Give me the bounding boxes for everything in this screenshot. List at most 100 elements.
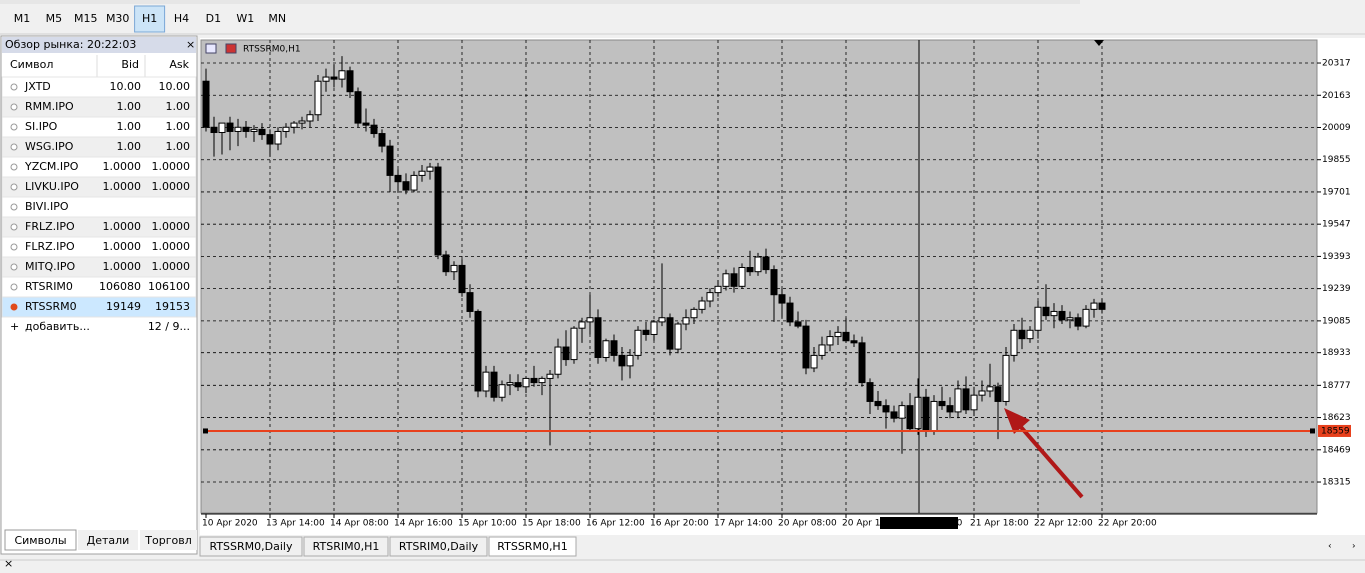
timeframe-label[interactable]: H4 — [174, 12, 189, 25]
symbol-icon — [10, 283, 18, 291]
timeframe-button[interactable] — [230, 6, 261, 32]
candle-body — [458, 264, 466, 294]
y-tick-label: 19239 — [1322, 284, 1351, 294]
arrow — [1018, 424, 1084, 499]
ask: 1.0000 — [152, 160, 191, 173]
candle-body — [514, 382, 522, 388]
y-tick-label: 19393 — [1322, 252, 1351, 262]
candle-body — [634, 329, 642, 356]
timeframe-button[interactable] — [102, 6, 133, 32]
timeframe-button[interactable] — [198, 6, 229, 32]
candle-body — [674, 323, 682, 350]
panel-tab[interactable] — [140, 530, 197, 550]
candle-body — [874, 400, 882, 407]
price-label: 18559 — [1321, 426, 1350, 436]
candle-body — [938, 400, 946, 407]
timeframe-button[interactable] — [166, 6, 197, 32]
chart-tab-label[interactable]: RTSRIM0,H1 — [313, 540, 380, 553]
add-symbol[interactable]: добавить... — [25, 320, 90, 333]
timeframe-button[interactable] — [38, 6, 69, 32]
table-row[interactable] — [1, 296, 197, 318]
timeframe-label[interactable]: M30 — [106, 12, 130, 25]
chart-tab-label[interactable]: RTSRIM0,Daily — [399, 540, 479, 553]
bid: 1.00 — [117, 140, 142, 153]
candle-body — [610, 340, 618, 356]
candle-body — [698, 300, 706, 310]
timeframe-label[interactable]: H1 — [142, 12, 157, 25]
candle-body — [1026, 329, 1034, 340]
x-tick-label: 10 Apr 2020 — [202, 519, 258, 529]
close-button[interactable]: × — [186, 38, 195, 51]
scroll-left[interactable]: ‹ — [1328, 542, 1332, 552]
chart-tab[interactable] — [488, 536, 577, 557]
candle-body — [954, 388, 962, 413]
candle-body — [426, 166, 434, 172]
y-tick-label: 20317 — [1322, 59, 1351, 69]
arrow-head — [1004, 408, 1030, 434]
x-tick-label: 16 Apr 12:00 — [586, 519, 645, 529]
panel-tab-label[interactable]: Детали — [87, 534, 130, 547]
timeframe-button[interactable] — [134, 5, 166, 33]
symbol: JXTD — [24, 80, 51, 93]
timeframe-label[interactable]: D1 — [206, 12, 221, 25]
candle-body — [530, 377, 538, 384]
timeframe-label[interactable]: W1 — [236, 12, 254, 25]
chart-tab[interactable] — [303, 536, 389, 557]
timeframe-label[interactable]: M15 — [74, 12, 98, 25]
timeframe-button[interactable] — [70, 6, 101, 32]
candle-body — [234, 126, 242, 132]
symbol: LIVKU.IPO — [25, 180, 79, 193]
candle-body — [738, 267, 746, 287]
candle-body — [498, 384, 506, 398]
symbol-icon — [10, 303, 18, 311]
candle-body — [986, 386, 994, 392]
x-tick-label: 14 Apr 16:00 — [394, 519, 453, 529]
candle-body — [826, 336, 834, 346]
candle-body — [722, 273, 730, 287]
candle-body — [378, 133, 386, 147]
chart-title: RTSSRM0,H1 — [243, 45, 301, 55]
y-tick-label: 18623 — [1322, 413, 1351, 423]
candle-body — [794, 321, 802, 327]
bid: 1.0000 — [103, 240, 142, 253]
candle-body — [778, 294, 786, 304]
candle-body — [850, 340, 858, 344]
timeframe-button[interactable] — [262, 6, 293, 32]
candle-body — [890, 411, 898, 419]
bid: 10.00 — [110, 80, 142, 93]
panel-tab-label[interactable]: Символы — [14, 534, 66, 547]
timeframe-label[interactable]: M1 — [14, 12, 31, 25]
chart-tab[interactable] — [389, 536, 488, 557]
candle-body — [538, 377, 546, 384]
symbol-icon — [10, 163, 18, 171]
candle-body — [1010, 329, 1018, 356]
candle-body — [474, 310, 482, 392]
panel-tab[interactable] — [4, 529, 77, 551]
candle-body — [1058, 310, 1066, 321]
chart-tab-label[interactable]: RTSSRM0,Daily — [210, 540, 293, 553]
price-handle — [1310, 428, 1315, 434]
panel-tab-label[interactable]: Торговл — [144, 534, 191, 547]
candle-body — [218, 122, 226, 134]
close-icon[interactable]: × — [4, 557, 13, 570]
candle-body — [1002, 354, 1010, 402]
candle-body — [306, 114, 314, 122]
candle-body — [666, 317, 674, 350]
x-tick-label: 15 Apr 10:00 — [458, 519, 517, 529]
timeframe-label[interactable]: M5 — [46, 12, 63, 25]
candle-body — [922, 396, 930, 432]
price-label-box — [1318, 424, 1351, 437]
chart-tab-label[interactable]: RTSSRM0,H1 — [497, 540, 567, 553]
bid: 1.0000 — [103, 180, 142, 193]
candle-body — [282, 126, 290, 132]
bid: 1.0000 — [103, 220, 142, 233]
x-tick-label: 14 Apr 08:00 — [330, 519, 389, 529]
timeframe-label[interactable]: MN — [268, 12, 286, 25]
panel-tab[interactable] — [78, 530, 138, 550]
timeframe-button[interactable] — [7, 6, 37, 32]
candle-body — [1042, 306, 1050, 317]
chart-tab[interactable] — [199, 536, 303, 557]
candle-body — [690, 308, 698, 319]
scroll-right[interactable]: › — [1352, 542, 1356, 552]
